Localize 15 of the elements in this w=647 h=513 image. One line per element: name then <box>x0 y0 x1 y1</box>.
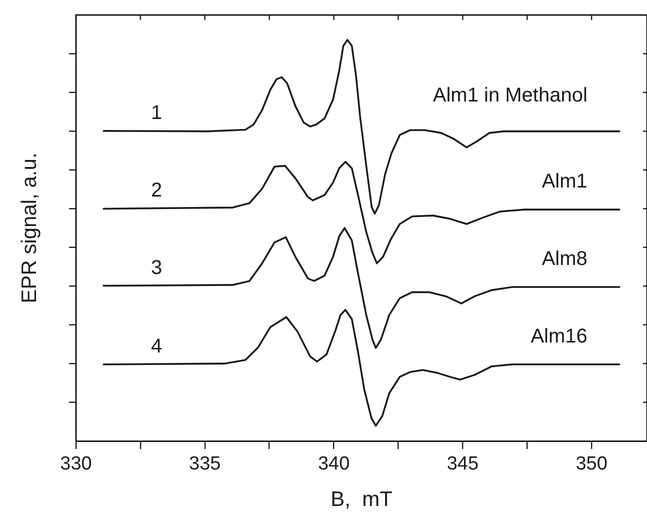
series-label: 1 <box>151 102 162 124</box>
series-label: 3 <box>151 256 162 279</box>
x-tick-label: 335 <box>189 454 221 475</box>
series-label: 4 <box>151 335 162 358</box>
annotation: Alm8 <box>542 248 588 270</box>
x-tick-label: 350 <box>576 454 608 475</box>
x-tick-label: 345 <box>446 454 479 475</box>
x-tick-label: 330 <box>60 454 92 475</box>
y-axis-title: EPR signal, a.u. <box>18 152 41 304</box>
annotation: Alm16 <box>530 325 588 348</box>
annotation: Alm1 <box>542 170 588 193</box>
series-label: 2 <box>151 180 162 202</box>
x-tick-label: 340 <box>318 454 350 475</box>
annotation: Alm1 in Methanol <box>432 84 588 106</box>
x-axis-title: B, mT <box>330 488 393 512</box>
